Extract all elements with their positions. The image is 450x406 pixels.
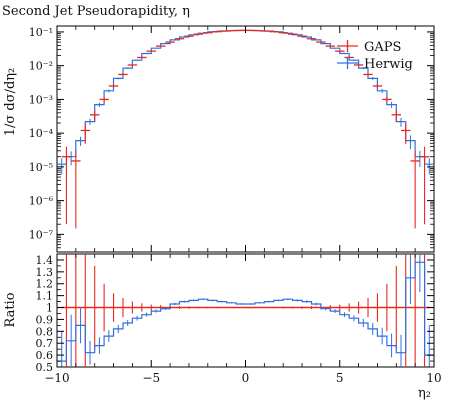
ratio-y-tick-label: 1.1 — [36, 290, 54, 303]
ratio-y-tick-label: 1.2 — [36, 278, 54, 291]
x-tick-label: −5 — [142, 371, 160, 385]
ratio-y-tick-label: 1 — [46, 302, 53, 315]
legend-label-gaps: GAPS — [364, 40, 401, 55]
legend: GAPS Herwig — [337, 40, 413, 72]
ratio-y-tick-label: 0.8 — [36, 325, 54, 338]
chart-title: Second Jet Pseudorapidity, η — [2, 4, 190, 19]
ratio-y-axis-label: Ratio — [3, 292, 18, 327]
main-y-tick-label: 10⁻² — [29, 60, 53, 73]
ratio-y-tick-label: 0.5 — [36, 361, 54, 374]
ratio-y-tick-label: 0.7 — [36, 337, 54, 350]
x-tick-label: 10 — [426, 371, 441, 385]
main-y-tick-label: 10⁻⁶ — [29, 195, 54, 208]
legend-label-herwig: Herwig — [364, 57, 413, 72]
ratio-y-tick-label: 1.3 — [36, 266, 54, 279]
main-y-axis-label: 1/σ dσ/dη₂ — [3, 68, 18, 137]
main-y-tick-label: 10⁻⁴ — [29, 127, 54, 140]
x-tick-label: 0 — [242, 371, 250, 385]
x-axis-label: η₂ — [418, 386, 431, 401]
main-y-tick-label: 10⁻⁷ — [29, 228, 54, 241]
ratio-y-tick-label: 0.9 — [36, 313, 54, 326]
herwig-ratio-line — [57, 261, 434, 362]
legend-entry-herwig: Herwig — [337, 57, 413, 72]
main-y-tick-label: 10⁻⁵ — [29, 161, 53, 174]
ratio-y-tick-label: 1.4 — [36, 254, 54, 267]
legend-entry-gaps: GAPS — [337, 40, 401, 55]
x-tick-label: 5 — [336, 371, 344, 385]
axes: −10 −5 0 5 10 10⁻¹ 10⁻² 10⁻³ 10⁻⁴ 10⁻⁵ 10⁻⁶ 10⁻⁷ 0.5… — [29, 26, 442, 385]
main-y-tick-label: 10⁻¹ — [29, 26, 53, 39]
x-tick-label: −10 — [44, 371, 69, 385]
main-y-tick-label: 10⁻³ — [29, 93, 53, 106]
ratio-plot-area — [57, 254, 434, 367]
ratio-y-tick-label: 0.6 — [36, 349, 54, 362]
